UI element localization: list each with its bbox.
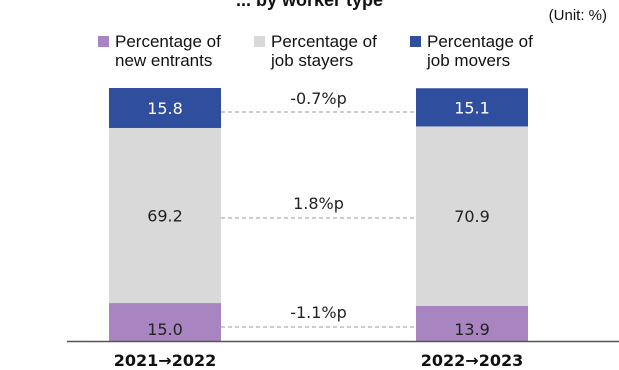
chart-title: ... by worker type bbox=[235, 0, 384, 10]
bar-segment bbox=[109, 127, 221, 304]
segment-value-label: 15.1 bbox=[454, 98, 490, 117]
bar-segment bbox=[109, 303, 221, 341]
bar-segment bbox=[416, 305, 528, 341]
difference-label: -1.1%p bbox=[290, 303, 347, 322]
segment-value-label: 69.2 bbox=[147, 207, 183, 226]
legend-swatch-job-stayers bbox=[254, 36, 265, 47]
legend-item-job-movers: Percentage of job movers bbox=[410, 32, 533, 70]
segment-value-label: 13.9 bbox=[454, 320, 490, 339]
difference-label: 1.8%p bbox=[293, 194, 344, 213]
legend-swatch-new-entrants bbox=[98, 36, 109, 47]
legend-label-line2: new entrants bbox=[115, 51, 213, 70]
bar-segment bbox=[416, 88, 528, 127]
unit-label: (Unit: %) bbox=[548, 7, 607, 24]
segment-value-label: 15.0 bbox=[147, 320, 183, 339]
legend-label-line1: Percentage of bbox=[115, 32, 221, 51]
legend-swatch-job-movers bbox=[410, 36, 421, 47]
segment-value-label: 15.8 bbox=[147, 99, 183, 118]
bar-segment bbox=[109, 88, 221, 128]
legend-item-job-stayers: Percentage of job stayers bbox=[254, 32, 377, 70]
legend-item-new-entrants: Percentage of new entrants bbox=[98, 32, 221, 70]
legend-label-line2: job movers bbox=[427, 51, 511, 70]
difference-label: -0.7%p bbox=[290, 89, 347, 108]
x-tick-label: 2021→2022 bbox=[114, 351, 216, 370]
bar-segment bbox=[416, 126, 528, 306]
legend-label-line1: Percentage of bbox=[271, 32, 377, 51]
legend-label-line2: job stayers bbox=[271, 51, 354, 70]
segment-value-label: 70.9 bbox=[454, 207, 490, 226]
legend-label-line1: Percentage of bbox=[427, 32, 533, 51]
x-tick-label: 2022→2023 bbox=[421, 351, 523, 370]
